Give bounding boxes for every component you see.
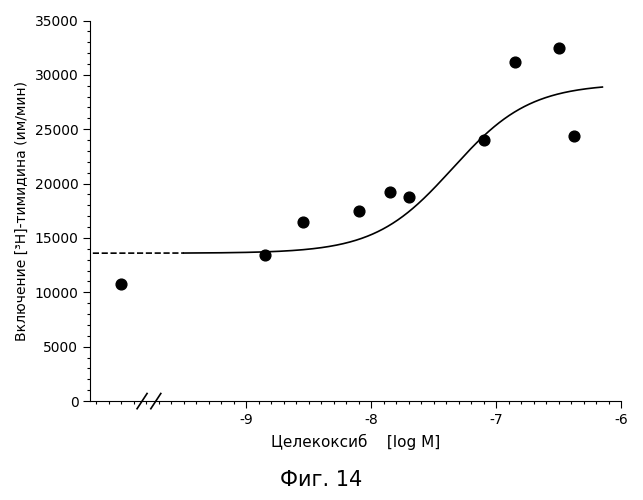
Point	[568, 132, 579, 140]
X-axis label: Целекоксиб    [log M]: Целекоксиб [log M]	[271, 434, 440, 450]
Point	[404, 192, 414, 200]
Point	[116, 280, 127, 287]
Point	[554, 44, 564, 52]
Y-axis label: Включение [³H]-тимидина (им/мин): Включение [³H]-тимидина (им/мин)	[15, 81, 29, 341]
Point	[298, 218, 308, 226]
Point	[478, 136, 489, 144]
Text: Фиг. 14: Фиг. 14	[280, 470, 363, 490]
Point	[260, 252, 270, 260]
Point	[354, 207, 364, 215]
Point	[385, 188, 395, 196]
Point	[510, 58, 520, 66]
